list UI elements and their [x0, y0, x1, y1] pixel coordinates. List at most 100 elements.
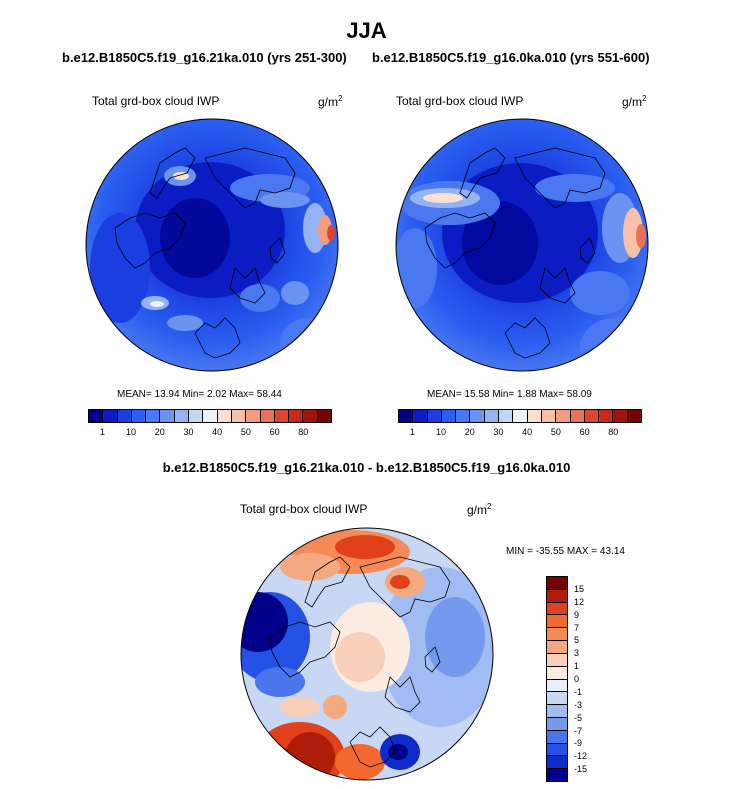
panel-2-colorbar-box	[541, 410, 557, 422]
panel-1-colorbar-tick-label: 60	[269, 427, 280, 437]
panel-2-unit-label: g/m2	[622, 94, 647, 109]
panel-3-colorbar-tick-label: 9	[574, 609, 580, 620]
panel-1-colorbar-tick-label: 10	[126, 427, 137, 437]
panel-2-colorbar-ticks: 1 10 20 30 40 50 60 80	[398, 423, 642, 437]
panel-3-colorbar-box	[547, 615, 567, 629]
panel-1-colorbar: 1 10 20 30 40 50 60 80	[88, 409, 332, 437]
panel-2-polar-map	[395, 118, 649, 372]
panel-1-unit-label: g/m2	[318, 94, 343, 109]
panel-3-colorbar-tick-label: -5	[574, 712, 583, 723]
panel-2-colorbar-tick-label: 60	[579, 427, 590, 437]
panel-1-colorbar-box	[274, 410, 290, 422]
panel-1-case-title: b.e12.B1850C5.f19_g16.21ka.010 (yrs 251-…	[62, 50, 347, 65]
panel-3-colorbar-tick-label: 7	[574, 622, 580, 633]
panel-3-difference-map	[240, 527, 494, 781]
panel-2-colorbar-box	[399, 410, 414, 422]
panel-2-colorbar-box	[584, 410, 600, 422]
panel-3-colorbar-box	[547, 679, 567, 693]
panel-3-stats: MIN = -35.55 MAX = 43.14	[506, 546, 625, 557]
panel-1-colorbar-box	[231, 410, 247, 422]
panel-1-colorbar-box	[246, 410, 261, 422]
panel-1-colorbar-box	[203, 410, 218, 422]
panel-2-colorbar-box	[484, 410, 500, 422]
panel-3-colorbar-box	[547, 641, 567, 654]
panel-2-colorbar-box	[527, 410, 542, 422]
panel-3-colorbar-box	[547, 692, 567, 706]
panel-2-colorbar-box	[456, 410, 471, 422]
panel-1-colorbar-box	[174, 410, 190, 422]
panel-3-colorbar-box	[547, 628, 567, 642]
panel-1-colorbar-box	[131, 410, 147, 422]
panel-3-colorbar-tick-label: -9	[574, 738, 583, 749]
panel-3-colorbar-box	[547, 756, 567, 770]
panel-3-colorbar-box	[547, 653, 567, 667]
panel-1-colorbar-box	[146, 410, 161, 422]
panel-1-colorbar-box	[189, 410, 204, 422]
panel-2-colorbar-tick-label: 20	[464, 427, 475, 437]
panel-1-colorbar-box	[117, 410, 132, 422]
panel-3-colorbar-tick-label: 1	[574, 661, 580, 672]
panel-3-colorbar-box	[547, 577, 567, 590]
panel-3-colorbar-tick-label: -15	[574, 764, 588, 775]
panel-3-colorbar-box	[547, 666, 567, 680]
panel-2-colorbar-tick-label: 80	[608, 427, 619, 437]
difference-title: b.e12.B1850C5.f19_g16.21ka.010 - b.e12.B…	[162, 460, 571, 475]
panel-1-colorbar-box	[103, 410, 118, 422]
panel-3-colorbar-tick-label: -1	[574, 686, 583, 697]
panel-2-colorbar-tick-label: 50	[550, 427, 561, 437]
panel-2-colorbar-box	[470, 410, 485, 422]
panel-1-stats: MEAN= 13.94 Min= 2.02 Max= 58.44	[117, 389, 282, 400]
panel-2-colorbar-box	[427, 410, 442, 422]
panel-1-colorbar-box	[260, 410, 275, 422]
panel-2-colorbar-tick-label: 10	[436, 427, 447, 437]
panel-3-colorbar-box	[547, 769, 567, 781]
panel-3-field-label: Total grd-box cloud IWP	[240, 502, 368, 516]
panel-3-colorbar-boxes	[546, 576, 568, 782]
panel-2-colorbar-boxes	[398, 409, 642, 423]
panel-1-colorbar-tick-label: 30	[183, 427, 194, 437]
panel-1-colorbar-ticks: 1 10 20 30 40 50 60 80	[88, 423, 332, 437]
panel-1-colorbar-tick-label: 80	[298, 427, 309, 437]
panel-1-colorbar-box	[89, 410, 104, 422]
figure-title: JJA	[346, 18, 387, 43]
panel-3-colorbar-box	[547, 730, 567, 744]
panel-2-colorbar-box	[599, 410, 614, 422]
panel-3-colorbar-box	[547, 602, 567, 616]
panel-2-colorbar-tick-label: 30	[493, 427, 504, 437]
panel-2-colorbar-box	[556, 410, 571, 422]
panel-3-colorbar-tick-label: -3	[574, 699, 583, 710]
panel-2-colorbar-box	[570, 410, 585, 422]
panel-3-colorbar-tick-label: 15	[574, 583, 585, 594]
panel-2-stats: MEAN= 15.58 Min= 1.88 Max= 58.09	[427, 389, 592, 400]
panel-1-colorbar-tick-label: 50	[240, 427, 251, 437]
panel-2-colorbar-box	[441, 410, 457, 422]
panel-2-case-title: b.e12.B1850C5.f19_g16.0ka.010 (yrs 551-6…	[372, 50, 650, 65]
panel-3-colorbar-tick-label: 5	[574, 635, 580, 646]
panel-3-colorbar-box	[547, 717, 567, 731]
panel-2-colorbar-tick-label: 1	[409, 427, 415, 437]
panel-3-colorbar-box	[547, 743, 567, 757]
panel-3-colorbar-tick-label: 12	[574, 596, 585, 607]
panel-1-colorbar-tick-label: 1	[99, 427, 105, 437]
panel-3-colorbar-tick-label: 3	[574, 648, 580, 659]
panel-2-field-label: Total grd-box cloud IWP	[396, 94, 524, 108]
panel-2-colorbar-box	[513, 410, 528, 422]
panel-2-colorbar-tick-label: 40	[522, 427, 533, 437]
panel-2-colorbar-box	[413, 410, 428, 422]
panel-1-colorbar-box	[217, 410, 232, 422]
panel-3-colorbar-tick-label: 0	[574, 674, 580, 684]
panel-3-colorbar-box	[547, 589, 567, 603]
panel-3-colorbar-box	[547, 705, 567, 718]
panel-1-colorbar-box	[317, 410, 332, 422]
panel-1-colorbar-box	[160, 410, 175, 422]
panel-1-colorbar-boxes	[88, 409, 332, 423]
panel-3-unit-label: g/m2	[467, 502, 492, 517]
panel-1-colorbar-tick-label: 20	[154, 427, 165, 437]
panel-1-field-label: Total grd-box cloud IWP	[92, 94, 220, 108]
panel-2-colorbar-box	[627, 410, 642, 422]
panel-2-colorbar-box	[499, 410, 514, 422]
panel-3-colorbar: 15 12 9 7 5 3 1 0 -1 -3 -5 -7 -9 -12 -15	[546, 576, 587, 782]
panel-1-colorbar-box	[289, 410, 304, 422]
panel-2-colorbar-box	[613, 410, 628, 422]
panel-1-colorbar-tick-label: 40	[212, 427, 223, 437]
